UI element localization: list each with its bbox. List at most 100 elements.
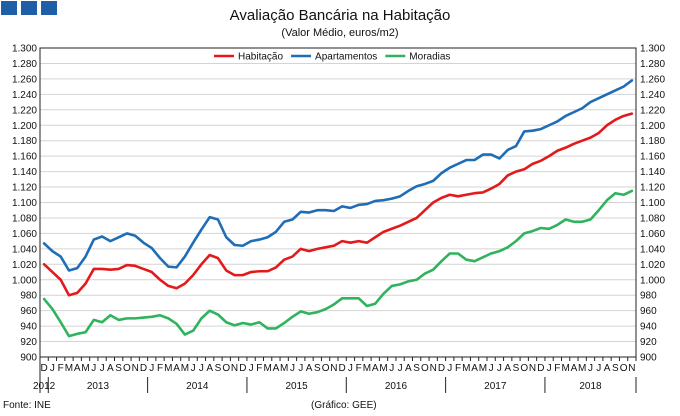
y-tick-label-right: 1.240 (640, 90, 665, 101)
x-year-label: 2017 (484, 381, 507, 392)
chart-subtitle: (Valor Médio, euros/m2) (281, 27, 399, 39)
x-month-label: N (132, 363, 139, 374)
series-line (42, 189, 634, 338)
y-tick-label-left: 900 (20, 353, 37, 364)
x-month-label: J (447, 363, 452, 374)
y-tick-label-left: 1.080 (12, 213, 37, 224)
y-tick-label-left: 1.200 (12, 121, 37, 132)
x-month-label: J (91, 363, 96, 374)
source-note: Fonte: INE (3, 400, 51, 411)
y-tick-label-right: 1.120 (640, 183, 665, 194)
x-month-label: A (471, 363, 478, 374)
x-month-label: J (596, 363, 601, 374)
x-month-label: A (504, 363, 511, 374)
x-month-label: J (547, 363, 552, 374)
x-month-label: S (314, 363, 321, 374)
x-month-label: M (65, 363, 73, 374)
y-tick-label-right: 960 (640, 306, 657, 317)
chart-title: Avaliação Bancária na Habitação (229, 7, 451, 24)
y-tick-label-left: 1.240 (12, 90, 37, 101)
x-year-label: 2015 (285, 381, 308, 392)
x-month-label: N (231, 363, 238, 374)
x-month-label: A (173, 363, 180, 374)
legend-label: Habitação (238, 52, 283, 63)
x-year-label: 2014 (186, 381, 209, 392)
x-month-label: A (273, 363, 280, 374)
x-month-label: M (479, 363, 487, 374)
header-block-1 (1, 1, 17, 15)
y-tick-label-right: 1.200 (640, 121, 665, 132)
y-tick-label-left: 980 (20, 291, 37, 302)
y-tick-label-right: 1.280 (640, 59, 665, 70)
header-block-3 (41, 1, 57, 15)
x-month-label: A (571, 363, 578, 374)
x-month-label: M (561, 363, 569, 374)
y-tick-label-right: 1.260 (640, 74, 665, 85)
y-tick-label-left: 1.260 (12, 74, 37, 85)
legend-label: Apartamentos (315, 52, 377, 63)
y-tick-label-right: 1.040 (640, 244, 665, 255)
y-tick-label-left: 1.180 (12, 136, 37, 147)
x-month-label: N (529, 363, 536, 374)
y-tick-label-right: 940 (640, 322, 657, 333)
x-month-label: A (206, 363, 213, 374)
x-month-label: J (191, 363, 196, 374)
x-month-label: S (215, 363, 222, 374)
x-month-label: O (222, 363, 230, 374)
y-tick-label-right: 1.020 (640, 260, 665, 271)
x-month-label: F (256, 363, 262, 374)
x-month-label: D (339, 363, 346, 374)
x-month-label: A (107, 363, 114, 374)
x-month-label: A (372, 363, 379, 374)
y-tick-label-left: 1.280 (12, 59, 37, 70)
x-month-label: D (41, 363, 48, 374)
x-month-label: M (462, 363, 470, 374)
legend-label: Moradias (409, 52, 450, 63)
x-month-label: F (157, 363, 163, 374)
credit-note: (Gráfico: GEE) (311, 400, 377, 411)
x-month-label: J (348, 363, 353, 374)
x-month-label: O (123, 363, 131, 374)
x-month-label: M (578, 363, 586, 374)
x-month-label: S (413, 363, 420, 374)
x-year-label: 2013 (87, 381, 110, 392)
x-month-label: A (405, 363, 412, 374)
x-year-label: 2018 (579, 381, 602, 392)
x-month-label: J (290, 363, 295, 374)
x-month-label: J (588, 363, 593, 374)
x-year-label: 2016 (385, 381, 408, 392)
x-month-label: M (363, 363, 371, 374)
x-month-label: J (298, 363, 303, 374)
x-year-label: 2012 (33, 381, 56, 392)
x-month-label: F (455, 363, 461, 374)
x-month-label: N (330, 363, 337, 374)
x-month-label: O (421, 363, 429, 374)
x-month-label: M (280, 363, 288, 374)
x-month-label: S (612, 363, 619, 374)
y-tick-label-left: 1.120 (12, 183, 37, 194)
x-month-label: F (554, 363, 560, 374)
x-month-label: J (497, 363, 502, 374)
y-tick-label-right: 920 (640, 337, 657, 348)
x-month-label: J (199, 363, 204, 374)
y-tick-label-right: 1.000 (640, 275, 665, 286)
x-month-label: N (430, 363, 437, 374)
x-month-label: D (140, 363, 147, 374)
y-tick-label-right: 1.060 (640, 229, 665, 240)
x-month-label: J (489, 363, 494, 374)
x-month-label: F (356, 363, 362, 374)
x-month-label: M (379, 363, 387, 374)
y-tick-label-right: 1.080 (640, 213, 665, 224)
x-month-label: N (628, 363, 635, 374)
y-tick-label-right: 1.140 (640, 167, 665, 178)
x-month-label: J (149, 363, 154, 374)
y-tick-label-right: 980 (640, 291, 657, 302)
header-block-2 (21, 1, 37, 15)
y-tick-label-left: 1.220 (12, 105, 37, 116)
y-tick-label-left: 1.160 (12, 152, 37, 163)
x-month-label: D (239, 363, 246, 374)
series-line (42, 79, 634, 272)
x-month-label: S (115, 363, 122, 374)
x-month-label: S (513, 363, 520, 374)
y-tick-label-left: 940 (20, 322, 37, 333)
